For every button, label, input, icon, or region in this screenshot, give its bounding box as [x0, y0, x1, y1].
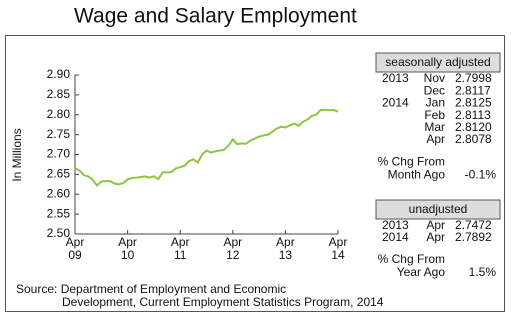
- row-value: 2.7892: [455, 230, 492, 244]
- data-line: [74, 108, 339, 187]
- source-text: Source: Department of Employment and Eco…: [16, 282, 286, 296]
- y-tick-label: 2.90: [47, 67, 71, 81]
- y-tick-label: 2.70: [47, 147, 71, 161]
- chart-title: Wage and Salary Employment: [74, 5, 357, 28]
- row-value: 2.8078: [455, 132, 492, 146]
- y-tick-label: 2.65: [47, 167, 71, 181]
- row-month: Mar: [424, 120, 445, 134]
- row-year: 2013: [382, 218, 409, 232]
- row-month: Apr: [426, 230, 445, 244]
- change-label: Month Ago: [388, 167, 446, 181]
- y-axis-label: In Millions: [10, 128, 24, 181]
- row-month: Jan: [426, 96, 445, 110]
- y-tick-label: 2.85: [47, 87, 71, 101]
- y-tick-label: 2.60: [47, 186, 71, 200]
- row-value: 2.8125: [455, 96, 492, 110]
- y-tick-label: 2.75: [47, 127, 71, 141]
- change-label: % Chg From: [378, 252, 445, 266]
- change-label: Year Ago: [397, 265, 446, 279]
- header-box: [375, 52, 501, 73]
- row-value: 2.8120: [455, 120, 492, 134]
- x-tick-label: Apr 12: [223, 235, 243, 262]
- change-value: 1.5%: [469, 265, 497, 279]
- change-value: -0.1%: [465, 167, 497, 181]
- x-tick-label: Apr 09: [65, 235, 85, 262]
- row-year: 2013: [382, 71, 409, 85]
- row-year: 2014: [382, 230, 409, 244]
- x-tick-label: Apr 13: [276, 235, 295, 262]
- y-tick-label: 2.50: [47, 226, 71, 240]
- row-year: 2014: [382, 96, 409, 110]
- x-tick-label: Apr 14: [328, 235, 348, 262]
- x-tick-label: Apr 11: [170, 235, 190, 262]
- row-month: Dec: [424, 83, 445, 97]
- row-value: 2.7472: [455, 218, 492, 232]
- row-value: 2.7998: [455, 71, 492, 85]
- row-month: Apr: [426, 218, 445, 232]
- change-label: % Chg From: [378, 154, 445, 168]
- y-tick-label: 2.55: [47, 206, 71, 220]
- frame: [5, 35, 505, 312]
- row-month: Feb: [424, 108, 445, 122]
- row-month: Nov: [424, 71, 445, 85]
- row-value: 2.8113: [455, 108, 491, 122]
- source-text: Development, Current Employment Statisti…: [62, 295, 384, 309]
- row-month: Apr: [426, 132, 445, 146]
- header-box: [375, 199, 501, 220]
- x-tick-label: Apr 10: [118, 235, 137, 262]
- y-tick-label: 2.80: [47, 107, 71, 121]
- panel-header: seasonally adjusted: [385, 55, 490, 69]
- row-value: 2.8117: [455, 83, 491, 97]
- panel-header: unadjusted: [409, 202, 468, 216]
